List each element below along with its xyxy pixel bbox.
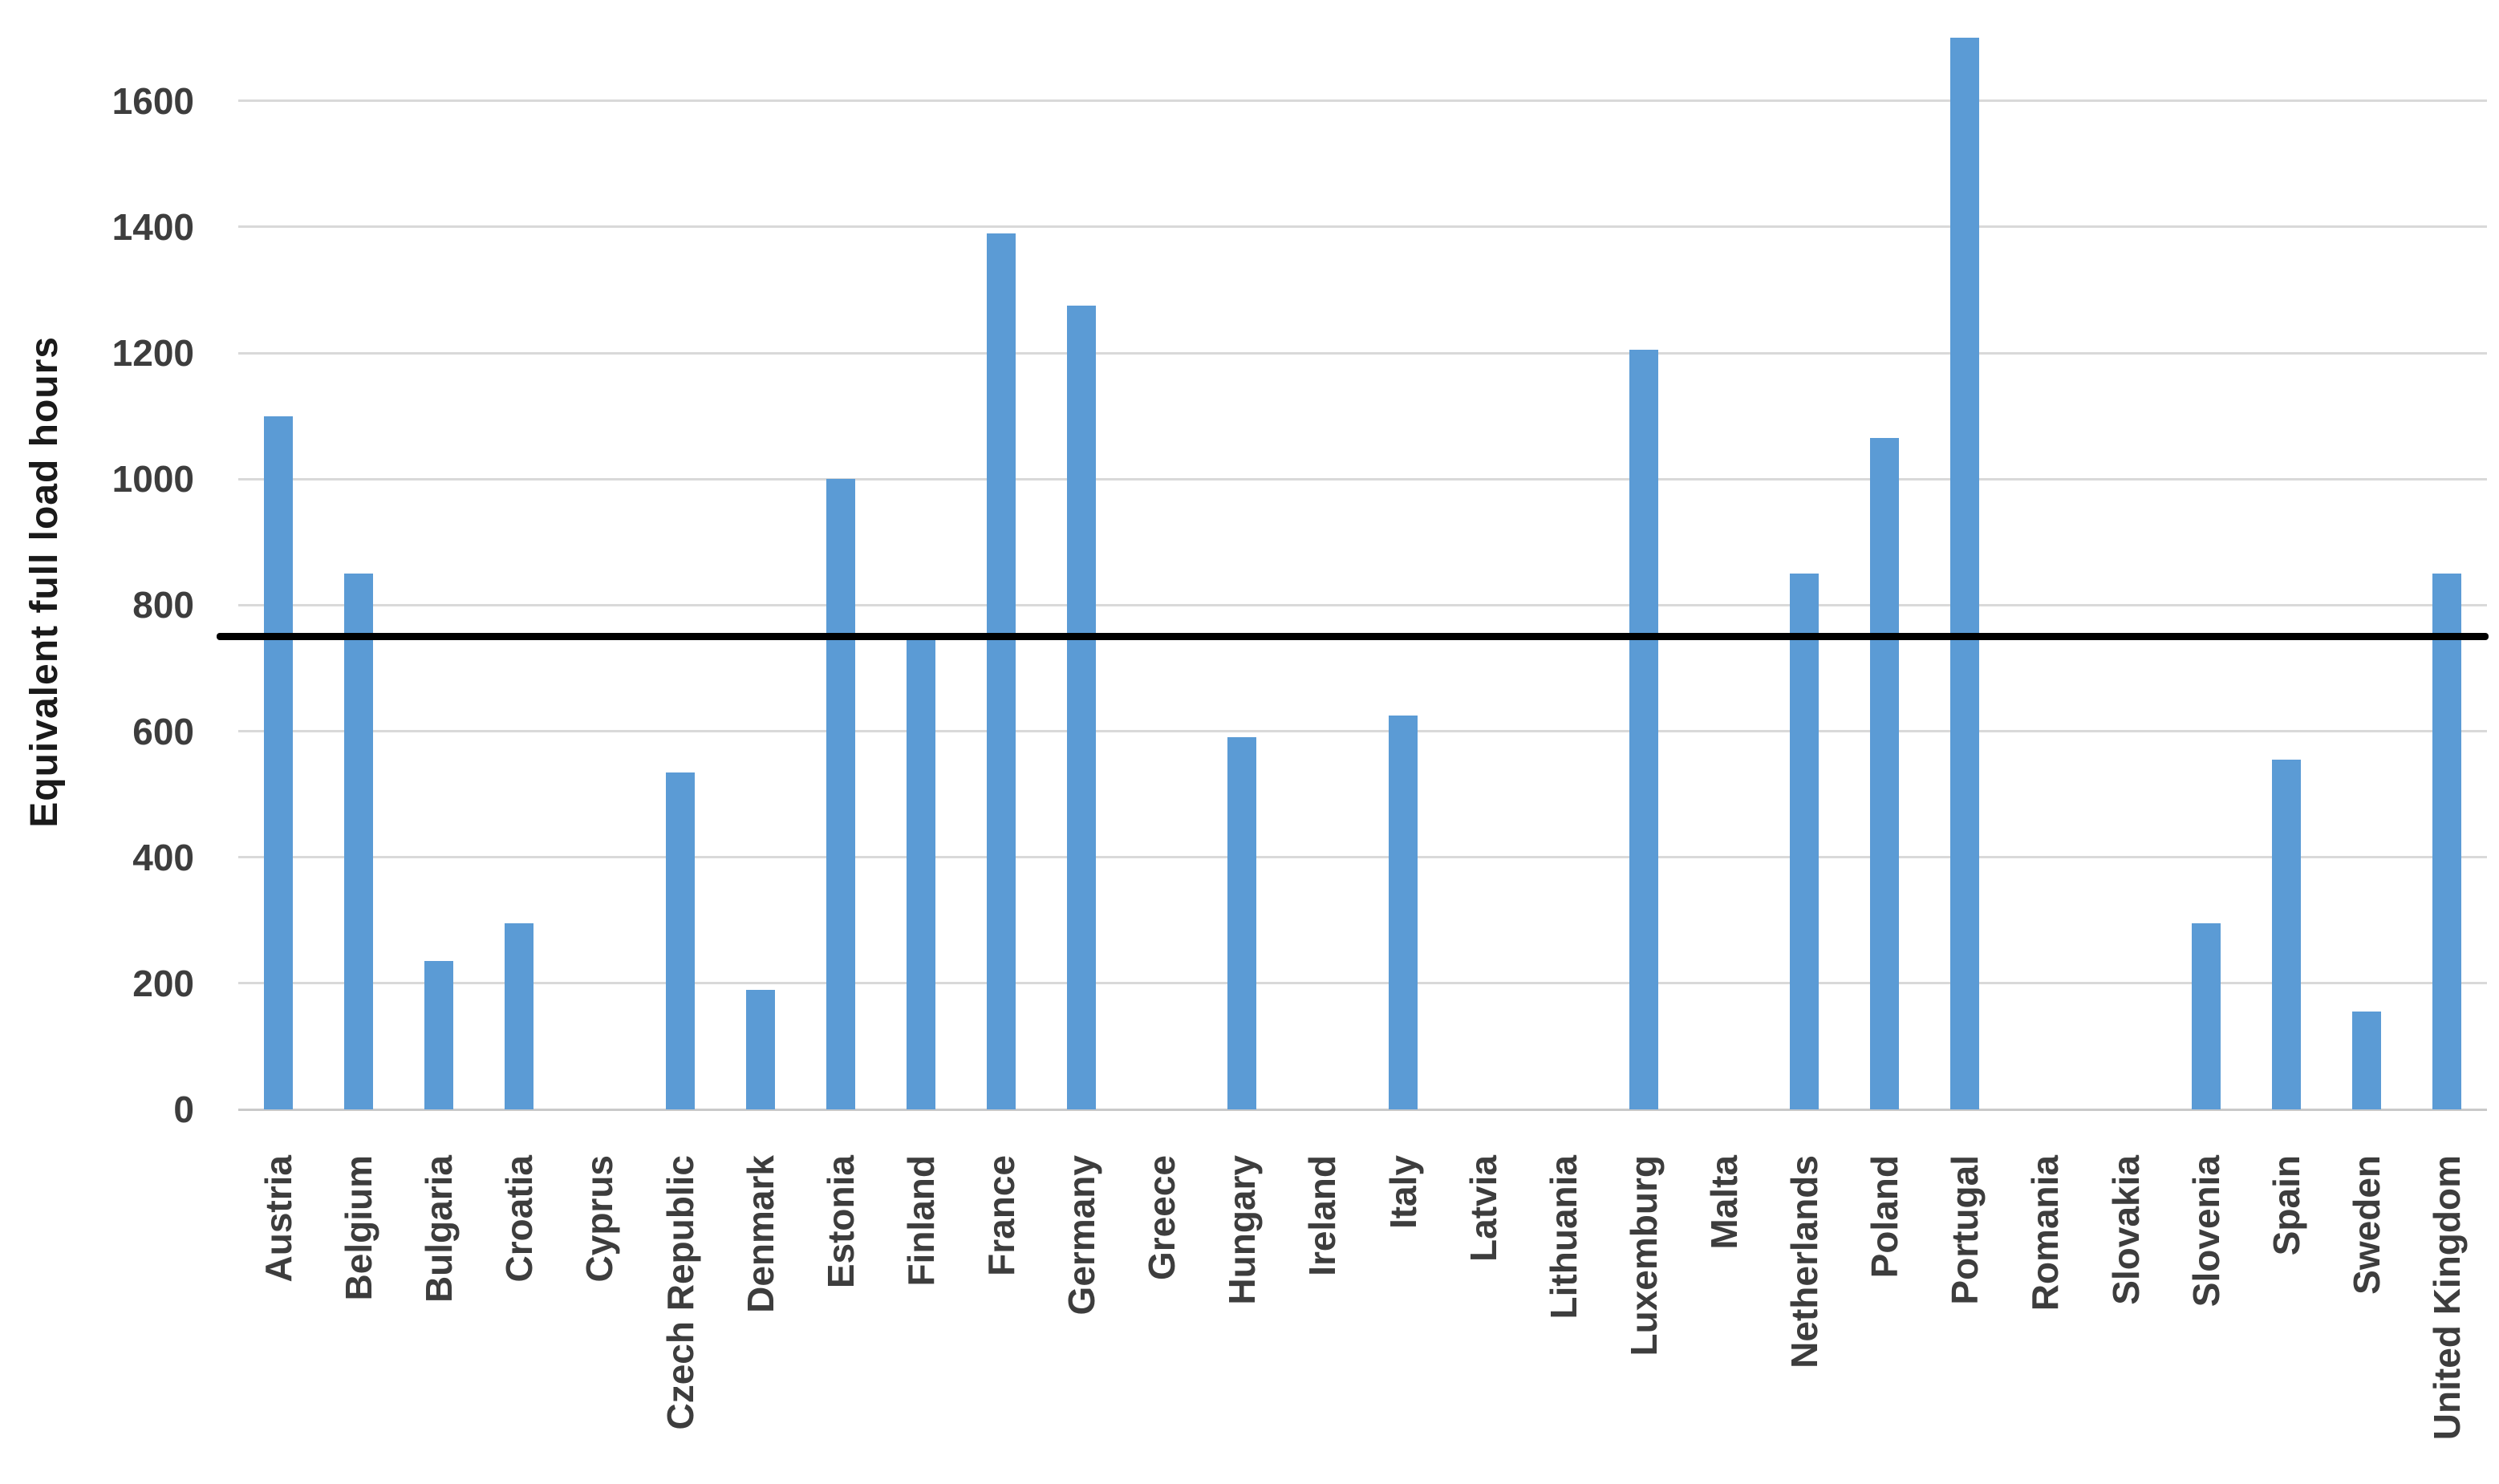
- bar-austria: [264, 416, 294, 1109]
- reference-line: [217, 633, 2489, 641]
- x-label-austria: Austria: [258, 1155, 300, 1283]
- x-label-slot: Slovakia: [2098, 1155, 2154, 1476]
- gridline-y-0: [238, 1108, 2487, 1111]
- x-label-netherlands: Netherlands: [1783, 1155, 1826, 1368]
- gridline-y-200: [238, 982, 2487, 985]
- x-label-ireland: Ireland: [1301, 1155, 1344, 1276]
- x-label-slot: Slovenia: [2178, 1155, 2234, 1476]
- bar-poland: [1870, 438, 1900, 1109]
- x-label-bulgaria: Bulgaria: [418, 1155, 460, 1304]
- y-axis-tick-labels: 0 200 400 600 800 1000 1200 1400 1600: [0, 0, 194, 1130]
- x-axis-category-labels: Austria Belgium Bulgaria Croatia Cyprus Czech…: [238, 1155, 2487, 1484]
- bar-united-kingdom: [2432, 574, 2461, 1109]
- x-label-slot: Romania: [2017, 1155, 2073, 1476]
- x-label-belgium: Belgium: [338, 1155, 380, 1301]
- x-label-slot: Croatia: [491, 1155, 547, 1476]
- x-label-slot: Germany: [1053, 1155, 1110, 1476]
- x-label-slot: Austria: [250, 1155, 306, 1476]
- x-label-slot: Cyprus: [571, 1155, 627, 1476]
- x-label-spain: Spain: [2265, 1155, 2307, 1256]
- bar-sweden: [2351, 1012, 2381, 1109]
- x-label-germany: Germany: [1061, 1155, 1103, 1316]
- x-label-slot: Netherlands: [1776, 1155, 1832, 1476]
- x-label-estonia: Estonia: [819, 1155, 862, 1289]
- gridline-y-800: [238, 603, 2487, 606]
- bar-finland: [906, 639, 935, 1109]
- bar-netherlands: [1790, 574, 1819, 1109]
- x-label-czech-republic: Czech Republic: [659, 1155, 701, 1430]
- bar-belgium: [344, 574, 374, 1109]
- y-tick-label-1200: 1200: [112, 332, 194, 375]
- bar-czech-republic: [665, 772, 695, 1109]
- bar-bulgaria: [424, 961, 454, 1109]
- x-label-lithuania: Lithuania: [1542, 1155, 1584, 1320]
- x-label-finland: Finland: [899, 1155, 942, 1287]
- x-label-slot: Hungary: [1214, 1155, 1270, 1476]
- x-label-united-kingdom: United Kingdom: [2425, 1155, 2468, 1441]
- x-label-slovenia: Slovenia: [2185, 1155, 2227, 1308]
- x-label-cyprus: Cyprus: [578, 1155, 621, 1283]
- x-label-slot: Czech Republic: [652, 1155, 708, 1476]
- bar-luxemburg: [1629, 350, 1658, 1109]
- y-tick-label-800: 800: [132, 584, 194, 626]
- x-label-slot: United Kingdom: [2419, 1155, 2475, 1476]
- gridline-y-1600: [238, 99, 2487, 103]
- x-label-slot: Poland: [1856, 1155, 1913, 1476]
- x-label-slot: Spain: [2258, 1155, 2314, 1476]
- x-label-slot: Portugal: [1937, 1155, 1993, 1476]
- x-label-slot: Bulgaria: [411, 1155, 467, 1476]
- x-label-slot: Sweden: [2339, 1155, 2395, 1476]
- y-tick-label-1600: 1600: [112, 79, 194, 122]
- x-label-italy: Italy: [1381, 1155, 1424, 1230]
- y-tick-label-1400: 1400: [112, 205, 194, 248]
- y-tick-label-600: 600: [132, 710, 194, 752]
- bar-italy: [1388, 715, 1418, 1109]
- bar-denmark: [745, 989, 775, 1109]
- x-label-romania: Romania: [2024, 1155, 2067, 1312]
- bar-portugal: [1950, 38, 1980, 1109]
- x-label-slot: Denmark: [732, 1155, 789, 1476]
- bar-croatia: [505, 923, 534, 1109]
- y-tick-label-200: 200: [132, 962, 194, 1004]
- x-label-luxemburg: Luxemburg: [1622, 1155, 1665, 1356]
- gridline-y-400: [238, 856, 2487, 859]
- x-label-slot: Malta: [1696, 1155, 1752, 1476]
- gridline-y-1200: [238, 351, 2487, 355]
- x-label-sweden: Sweden: [2345, 1155, 2387, 1295]
- x-label-hungary: Hungary: [1221, 1155, 1264, 1305]
- gridline-y-1400: [238, 225, 2487, 229]
- x-label-poland: Poland: [1864, 1155, 1906, 1279]
- x-label-portugal: Portugal: [1944, 1155, 1986, 1305]
- x-label-slot: Estonia: [813, 1155, 869, 1476]
- x-label-denmark: Denmark: [739, 1155, 781, 1313]
- bar-germany: [1067, 306, 1097, 1109]
- gridline-y-1000: [238, 477, 2487, 480]
- plot-area: [217, 0, 2489, 1111]
- x-label-slot: Finland: [893, 1155, 949, 1476]
- gridline-y-600: [238, 730, 2487, 733]
- x-label-slot: Luxemburg: [1616, 1155, 1672, 1476]
- x-label-france: France: [980, 1155, 1023, 1276]
- y-tick-label-1000: 1000: [112, 458, 194, 501]
- x-label-slot: Belgium: [331, 1155, 387, 1476]
- x-label-slot: Ireland: [1294, 1155, 1350, 1476]
- y-tick-label-0: 0: [173, 1089, 194, 1130]
- bar-slovenia: [2191, 923, 2221, 1109]
- x-label-slot: Lithuania: [1536, 1155, 1592, 1476]
- bar-spain: [2271, 759, 2301, 1109]
- y-tick-label-400: 400: [132, 836, 194, 878]
- x-label-slot: Greece: [1134, 1155, 1190, 1476]
- x-label-slot: Italy: [1375, 1155, 1431, 1476]
- bar-france: [987, 233, 1016, 1109]
- x-label-slot: Latvia: [1455, 1155, 1511, 1476]
- bar-estonia: [826, 479, 855, 1109]
- x-label-slovakia: Slovakia: [2104, 1155, 2147, 1305]
- x-label-slot: France: [973, 1155, 1029, 1476]
- bar-hungary: [1227, 737, 1257, 1109]
- x-label-latvia: Latvia: [1462, 1155, 1504, 1262]
- x-label-greece: Greece: [1141, 1155, 1183, 1281]
- x-label-malta: Malta: [1702, 1155, 1745, 1250]
- x-label-croatia: Croatia: [498, 1155, 541, 1283]
